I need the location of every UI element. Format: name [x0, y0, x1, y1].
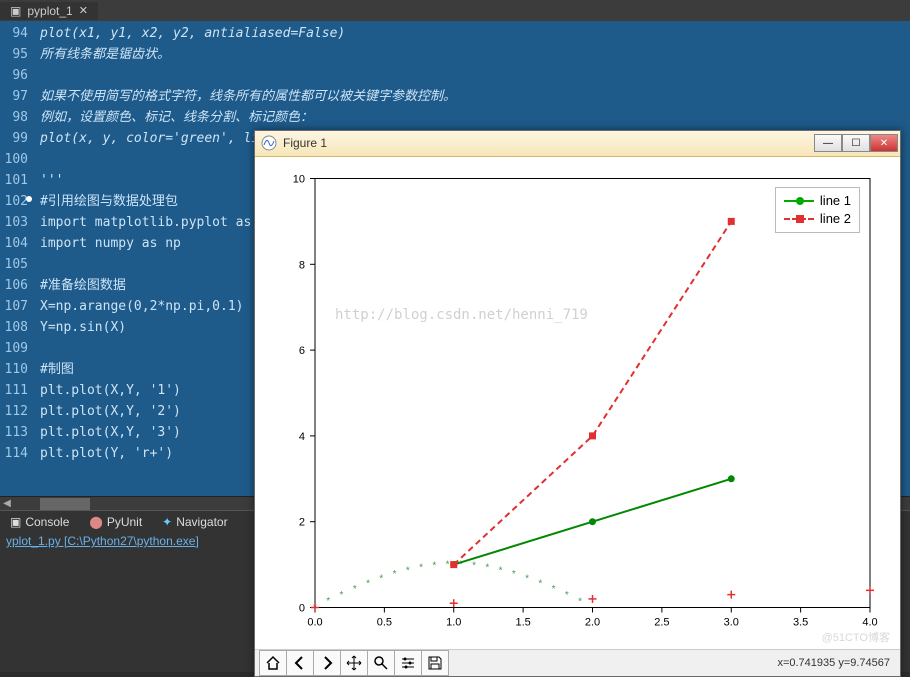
svg-text:*: *: [340, 589, 344, 600]
zoom-button[interactable]: [367, 650, 395, 676]
footer-watermark: @51CTO博客: [822, 629, 890, 645]
svg-text:*: *: [525, 573, 529, 584]
svg-text:*: *: [472, 560, 476, 571]
svg-text:*: *: [419, 562, 423, 573]
svg-text:4.0: 4.0: [862, 616, 877, 628]
svg-text:*: *: [432, 560, 436, 571]
editor-tab-pyplot-1[interactable]: ▣ pyplot_1 ✕: [0, 2, 98, 20]
close-button[interactable]: ✕: [870, 134, 898, 152]
cursor-coordinates: x=0.741935 y=9.74567: [777, 657, 896, 669]
svg-text:*: *: [366, 578, 370, 589]
figure-app-icon: [261, 135, 277, 151]
svg-text:1.0: 1.0: [446, 616, 461, 628]
close-icon[interactable]: ✕: [79, 4, 88, 17]
tab-console-label: Console: [25, 515, 69, 529]
tab-pyunit-label: PyUnit: [107, 515, 142, 529]
tab-pyunit[interactable]: ⬤ PyUnit: [79, 513, 152, 531]
svg-text:*: *: [578, 596, 582, 607]
svg-text:*: *: [538, 578, 542, 589]
breakpoint-icon[interactable]: [26, 196, 32, 202]
console-icon: ▣: [10, 515, 21, 529]
svg-text:2: 2: [299, 516, 305, 528]
figure-window[interactable]: Figure 1 — ☐ ✕ 0.0 0.5 1.0 1.5 2.0 2.5 3.0 3.5 4…: [254, 130, 901, 677]
svg-text:6: 6: [299, 345, 305, 357]
svg-text:3.5: 3.5: [793, 616, 808, 628]
svg-text:*: *: [393, 568, 397, 579]
console-link[interactable]: yplot_1.py [C:\Python27\python.exe]: [6, 534, 199, 548]
back-button[interactable]: [286, 650, 314, 676]
maximize-button[interactable]: ☐: [842, 134, 870, 152]
figure-title: Figure 1: [283, 136, 814, 150]
configure-button[interactable]: [394, 650, 422, 676]
minimize-button[interactable]: —: [814, 134, 842, 152]
figure-titlebar[interactable]: Figure 1 — ☐ ✕: [255, 131, 900, 157]
pyunit-icon: ⬤: [89, 515, 102, 529]
svg-text:*: *: [379, 573, 383, 584]
svg-text:10: 10: [293, 173, 305, 185]
legend-row-line1: line 1: [784, 192, 851, 210]
svg-text:1.5: 1.5: [515, 616, 530, 628]
editor-tab-bar: ▣ pyplot_1 ✕: [0, 0, 910, 21]
svg-text:2.5: 2.5: [654, 616, 669, 628]
tab-console[interactable]: ▣ Console: [0, 513, 79, 531]
svg-text:3.0: 3.0: [724, 616, 739, 628]
figure-toolbar: x=0.741935 y=9.74567: [255, 649, 900, 676]
legend-label-line1: line 1: [820, 193, 851, 208]
tab-navigator-label: Navigator: [176, 515, 227, 529]
svg-text:*: *: [552, 584, 556, 595]
svg-text:*: *: [499, 565, 503, 576]
svg-text:*: *: [353, 583, 357, 594]
forward-button[interactable]: [313, 650, 341, 676]
save-button[interactable]: [421, 650, 449, 676]
svg-text:*: *: [565, 590, 569, 601]
navigator-icon: ✦: [162, 515, 172, 529]
svg-text:0.5: 0.5: [377, 616, 392, 628]
svg-text:*: *: [326, 596, 330, 607]
legend-label-line2: line 2: [820, 211, 851, 226]
home-button[interactable]: [259, 650, 287, 676]
file-icon: ▣: [10, 4, 21, 18]
legend-swatch-line1: [784, 200, 814, 202]
svg-text:*: *: [512, 569, 516, 580]
svg-text:0: 0: [299, 602, 305, 614]
svg-text:8: 8: [299, 259, 305, 271]
tab-navigator[interactable]: ✦ Navigator: [152, 513, 237, 531]
line-number-gutter: 9495969798991001011021031041051061071081…: [0, 21, 36, 496]
figure-canvas: 0.0 0.5 1.0 1.5 2.0 2.5 3.0 3.5 4.0 0 2 4 6 8 10 * * * * * *…: [255, 157, 900, 649]
scroll-left-icon[interactable]: ◀: [0, 497, 14, 511]
legend: line 1 line 2: [775, 187, 860, 233]
svg-text:0.0: 0.0: [307, 616, 322, 628]
svg-text:*: *: [446, 559, 450, 570]
editor-tab-label: pyplot_1: [27, 4, 72, 18]
svg-text:*: *: [485, 562, 489, 573]
svg-text:*: *: [406, 565, 410, 576]
svg-text:2.0: 2.0: [585, 616, 600, 628]
legend-row-line2: line 2: [784, 210, 851, 228]
scroll-thumb[interactable]: [40, 498, 90, 510]
svg-text:4: 4: [299, 430, 305, 442]
legend-swatch-line2: [784, 218, 814, 220]
pan-button[interactable]: [340, 650, 368, 676]
